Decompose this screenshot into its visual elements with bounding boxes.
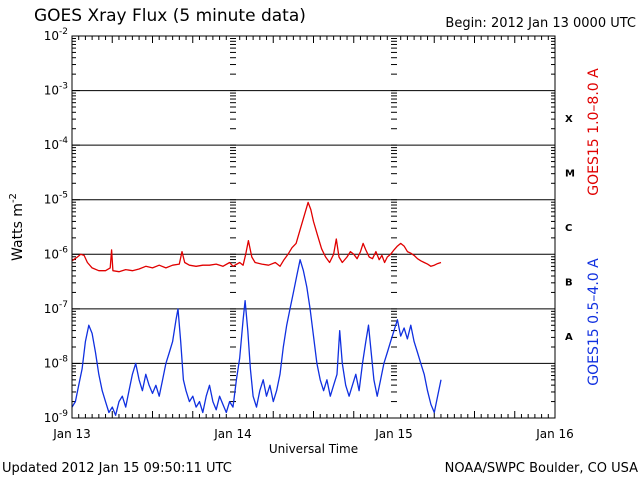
y-tick-label: 10-5	[44, 191, 68, 207]
legend-entry-1: GOES15 1.0–8.0 A	[586, 68, 602, 196]
y-tick-label: 10-3	[44, 82, 68, 98]
y-tick-label: 10-8	[44, 354, 69, 370]
y-tick-label: 10-4	[44, 136, 69, 152]
y-tick-label: 10-6	[44, 245, 69, 261]
series-line-2	[71, 259, 442, 416]
x-tick-label: Jan 13	[52, 427, 91, 441]
x-tick-label: Jan 16	[535, 427, 574, 441]
axis-ticks	[72, 36, 555, 419]
plot-frame	[71, 35, 556, 419]
flare-class-label: A	[565, 332, 573, 343]
y-tick-label: 10-2	[44, 27, 68, 43]
data-series	[71, 201, 442, 416]
series-line-1	[71, 201, 442, 273]
y-tick-label: 10-7	[44, 300, 68, 316]
legend-entry-2: GOES15 0.5–4.0 A	[586, 258, 602, 386]
flare-class-label: B	[565, 278, 573, 289]
axis-labels: Jan 13 Jan 14 Jan 15 Jan 16 10-9 10-8 10-7 10-6…	[8, 27, 574, 456]
flare-class-label: X	[565, 114, 573, 125]
begin-time-label: Begin: 2012 Jan 13 0000 UTC	[445, 16, 636, 31]
x-tick-label: Jan 15	[374, 427, 413, 441]
flare-class-label: C	[565, 223, 572, 234]
grid-lines	[72, 90, 555, 364]
x-axis-label: Universal Time	[269, 442, 358, 456]
flare-class-label: M	[565, 168, 575, 179]
x-tick-label: Jan 14	[213, 427, 252, 441]
updated-timestamp: Updated 2012 Jan 15 09:50:11 UTC	[2, 461, 232, 476]
y-tick-label: 10-9	[44, 409, 69, 425]
y-axis-label: Watts m-2	[8, 193, 26, 261]
chart-title: GOES Xray Flux (5 minute data)	[34, 6, 306, 26]
legend-and-classes: A B C M X GOES15 1.0–8.0 A GOES15 0.5–4.0 A	[565, 68, 602, 386]
source-credit: NOAA/SWPC Boulder, CO USA	[444, 461, 638, 476]
